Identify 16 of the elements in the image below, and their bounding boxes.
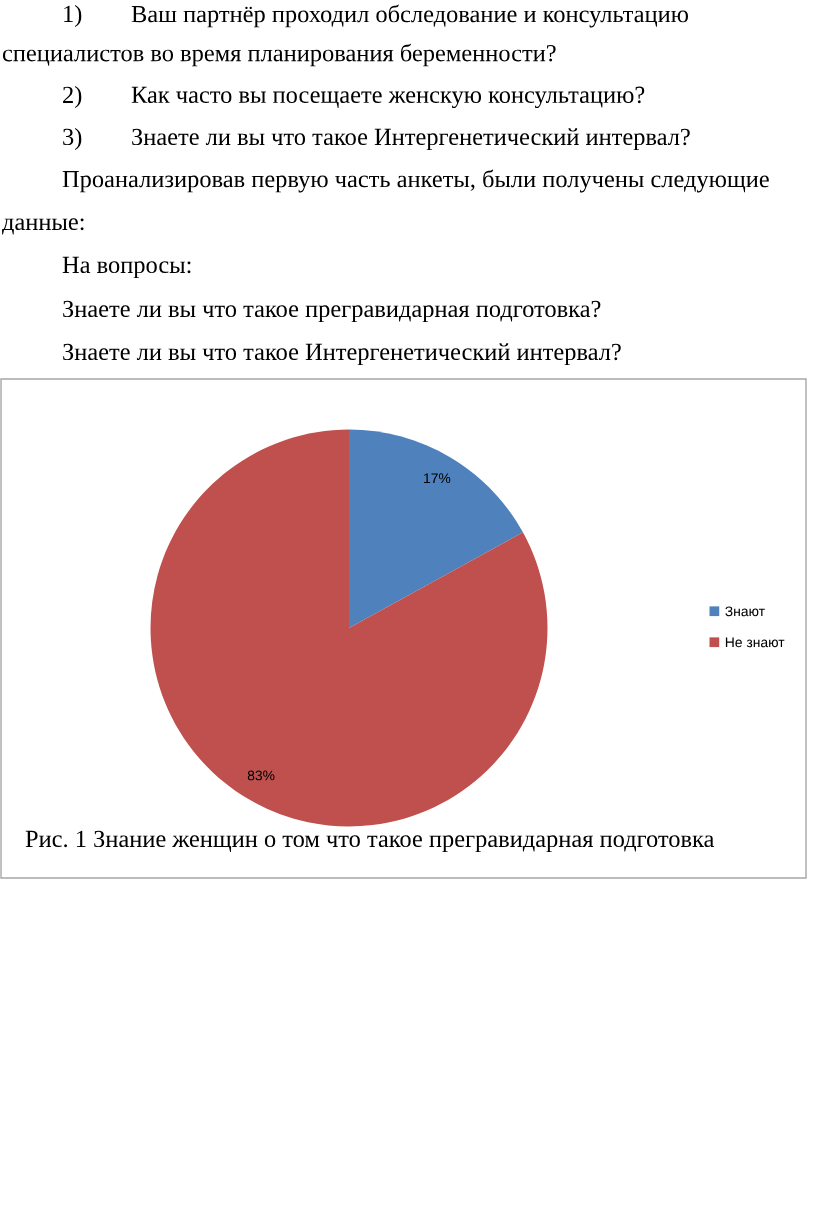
text: Проанализировав первую часть анкеты, были получены следующие (62, 169, 769, 193)
text: данные: (2, 218, 84, 235)
pie-slice (150, 429, 548, 827)
text: специалистов во время планирования беременности? (2, 43, 556, 67)
pie-slice (349, 429, 523, 628)
text: 1) Ваш партнёр проходил обследование и консультацию (64, 4, 689, 28)
text: 3) Знаете ли вы что такое Интергенетический интервал? (63, 127, 690, 151)
text: На вопросы: (62, 256, 191, 279)
data-label: 83% (247, 770, 275, 781)
text: 2) Как часто вы посещаете женскую консультацию? (63, 85, 645, 109)
data-label: 17% (424, 473, 451, 484)
text: Знаете ли вы что такое Интергенетический интервал? (63, 343, 621, 366)
text: Рис. 1 Знание женщин о том что такое прегравидарная подготовка (25, 830, 715, 853)
legend-label: Знают (725, 606, 765, 617)
legend-label: Не знают (725, 637, 785, 648)
text: Знаете ли вы что такое прегравидарная подготовка? (63, 300, 601, 323)
